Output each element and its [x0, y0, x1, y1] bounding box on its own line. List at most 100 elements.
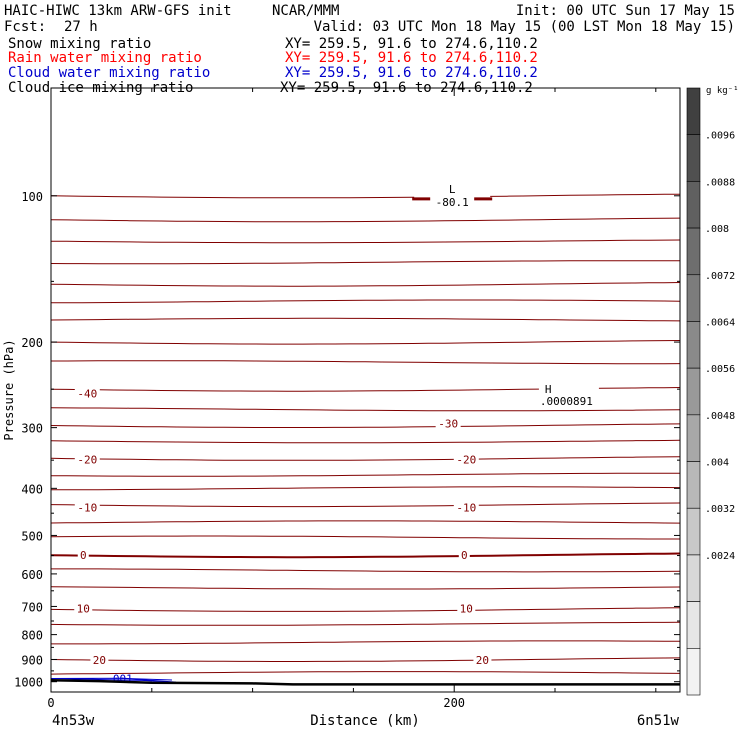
field-name-rain: Rain water mixing ratio — [8, 50, 202, 66]
x-tick-label: 0 — [47, 696, 54, 710]
y-tick-label: 800 — [21, 629, 43, 643]
isotherm-line-extra — [50, 671, 681, 675]
y-tick-label: 500 — [21, 529, 43, 543]
contour-label: -20 — [456, 454, 476, 467]
contour-label-bg — [74, 501, 100, 514]
colorbar-tick-label: .0072 — [705, 271, 735, 282]
colorbar-tick-label: .0096 — [705, 131, 735, 142]
contour-label: -20 — [77, 454, 97, 467]
field-name-snow: Snow mixing ratio — [8, 36, 151, 52]
contour-label-bg — [458, 548, 470, 561]
isotherm-line-10 — [50, 607, 681, 612]
isotherm-line-extra — [51, 486, 681, 491]
field-name-cloudwater: Cloud water mixing ratio — [8, 65, 210, 81]
contour-label-bg — [457, 602, 476, 615]
contour-label-bg — [453, 453, 479, 466]
isotherm-line-extra — [51, 299, 681, 304]
contour-label-bg — [74, 387, 100, 400]
colorbar-tick-label: .0064 — [705, 317, 735, 328]
contour-label: 20 — [93, 654, 106, 667]
colorbar-swatch — [686, 507, 701, 556]
colorbar-tick-label: .0088 — [705, 177, 735, 188]
fcst-value: 27 h — [64, 19, 98, 35]
y-tick-label: 600 — [21, 568, 43, 582]
field-xy-snow: XY= 259.5, 91.6 to 274.6,110.2 — [285, 36, 538, 52]
x-end-location: 6n51w — [637, 713, 680, 729]
contour-label: 20 — [476, 654, 489, 667]
y-tick-label: 700 — [21, 600, 43, 614]
colorbar-tick-label: .0056 — [705, 364, 735, 375]
colorbar-swatch — [686, 134, 701, 182]
contour-label: -40 — [77, 387, 97, 400]
contour-label: 10 — [460, 603, 473, 616]
y-tick-label: 200 — [21, 336, 43, 350]
isotherm-line--50 — [50, 340, 681, 345]
cloud-water-label: .001 — [106, 673, 133, 686]
colorbar-swatch — [686, 274, 701, 322]
extremum-letter: H — [545, 383, 552, 396]
x-start-location: 4n53w — [52, 713, 95, 729]
extremum-bg — [538, 381, 599, 408]
x-axis-ticks: 0 20 0 — [47, 88, 657, 710]
isotherm-line-extra — [50, 260, 680, 265]
colorbar-swatch — [686, 414, 701, 462]
extremum-value: .0000891 — [540, 395, 593, 408]
y-tick-label: 400 — [21, 482, 43, 496]
extremum-value: -80.1 — [436, 196, 469, 209]
colorbar-tick-label: .0048 — [705, 411, 735, 422]
colorbar-tick-label: .008 — [705, 224, 729, 235]
y-axis-label: Pressure (hPa) — [2, 339, 16, 440]
colorbar-swatch — [686, 227, 701, 276]
fcst-label: Fcst: — [4, 19, 46, 35]
contour-label-bg — [77, 548, 89, 561]
extrema-markers: L-80.1 H.0000891 — [412, 183, 599, 408]
contour-labels: -40 -30 -20 -20 -10 -10 0 0 10 10 20 20 — [74, 387, 492, 667]
contour-label-bg — [435, 417, 461, 430]
contour-label-bg — [74, 453, 100, 466]
contour-label: 0 — [461, 549, 468, 562]
isotherm-line-extra — [51, 640, 681, 645]
colorbar-tick-label: .0032 — [705, 504, 735, 515]
y-tick-label: 100 — [21, 190, 43, 204]
isotherm-line-extra — [51, 568, 681, 573]
isotherm-line--60 — [50, 282, 681, 287]
init-label: Init: 00 UTC Sun 17 May 15 — [516, 3, 735, 19]
contour-label: -30 — [438, 417, 458, 430]
plot-frame — [50, 87, 681, 693]
colorbar-swatch — [686, 461, 701, 509]
isotherm-line-extra — [50, 472, 680, 477]
isotherm-line-extra — [50, 407, 681, 412]
colorbar-swatch — [686, 554, 701, 602]
isotherm-line--30 — [50, 423, 681, 428]
contour-label-bg — [90, 653, 109, 666]
isotherm-line-extra — [50, 535, 680, 540]
contour-label: 0 — [80, 549, 87, 562]
isotherm-line-extra — [51, 360, 681, 365]
org-label: NCAR/MMM — [272, 3, 339, 19]
isotherm-line--80 — [50, 193, 681, 199]
isotherm-line-extra — [50, 520, 681, 524]
isotherm-line--20 — [50, 456, 681, 461]
field-xy-rain: XY= 259.5, 91.6 to 274.6,110.2 — [285, 50, 538, 66]
contour-label-bg — [453, 501, 479, 514]
contour-label-bg — [473, 653, 492, 666]
colorbar-tick-label: .0024 — [705, 551, 735, 562]
contour-label: -10 — [77, 501, 97, 514]
isotherm-line-extra — [50, 439, 681, 444]
colorbar-swatch — [686, 87, 701, 135]
cloud-water-outline — [121, 677, 172, 681]
isotherm-line-extra — [50, 621, 681, 626]
colorbar: .0096 .0088 .008 .0072 .0064 .0056 .0048 .004 .0… — [686, 87, 735, 696]
isotherm-line-20 — [50, 657, 681, 662]
x-axis-label: Distance (km) — [310, 713, 420, 729]
colorbar-swatch — [686, 648, 701, 696]
colorbar-swatch — [686, 601, 701, 649]
colorbar-swatch — [686, 181, 701, 229]
y-tick-label: 1000 — [14, 676, 43, 690]
colorbar-tick-label: .004 — [705, 458, 729, 469]
isotherm-contours — [50, 193, 681, 675]
colorbar-unit: g kg⁻¹ — [706, 86, 739, 96]
contour-label-bg — [74, 602, 93, 615]
